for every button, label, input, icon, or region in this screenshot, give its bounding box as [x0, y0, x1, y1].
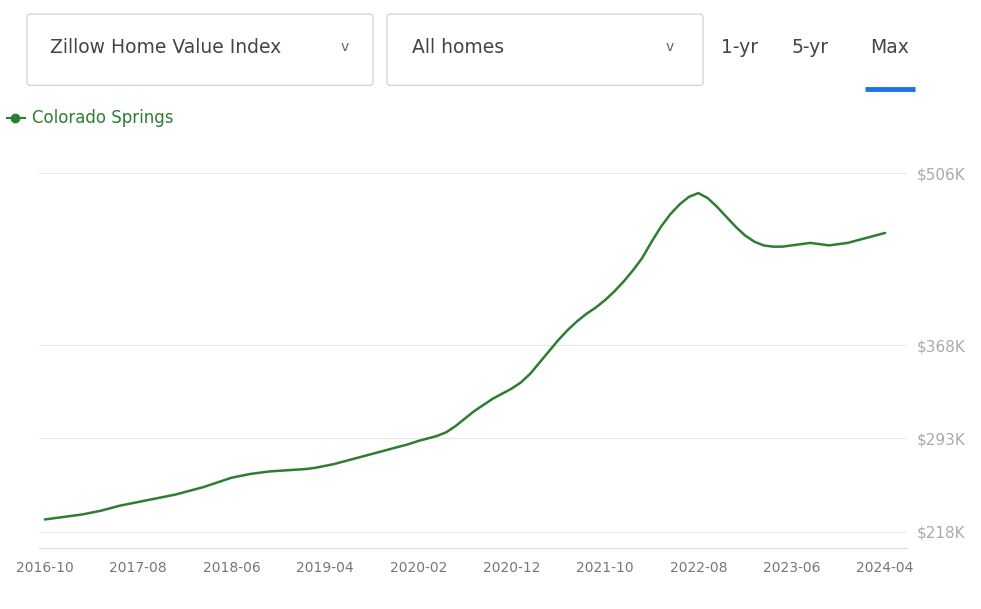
- Text: Max: Max: [870, 38, 909, 57]
- Text: 5-yr: 5-yr: [792, 38, 829, 57]
- Text: v: v: [666, 40, 674, 54]
- FancyBboxPatch shape: [27, 14, 373, 85]
- Text: All homes: All homes: [412, 38, 504, 57]
- FancyBboxPatch shape: [387, 14, 703, 85]
- Text: Colorado Springs: Colorado Springs: [31, 109, 174, 127]
- Text: Zillow Home Value Index: Zillow Home Value Index: [50, 38, 282, 57]
- Text: 1-yr: 1-yr: [721, 38, 758, 57]
- Text: v: v: [340, 40, 349, 54]
